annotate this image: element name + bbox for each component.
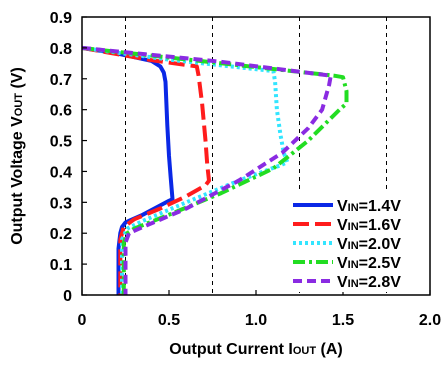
legend-label-prefix-1: V [337, 217, 348, 234]
y-tick-label-7: 0.7 [50, 72, 72, 89]
legend-label-sub-2: IN [348, 240, 359, 252]
legend-label-prefix-3: V [337, 255, 348, 272]
grid-layer [125, 17, 387, 295]
legend-label-value-2: =2.0V [359, 236, 402, 253]
y-tick-label-6: 0.6 [50, 103, 72, 120]
legend-label-1: VIN=1.6V [337, 217, 401, 234]
y-axis-title-main: Output Voltage V [9, 116, 26, 245]
y-tick-label-5: 0.5 [50, 134, 72, 151]
legend-label-prefix-0: V [337, 198, 348, 215]
x-tick-label-3: 1.5 [332, 312, 354, 329]
legend-label-prefix-2: V [337, 236, 348, 253]
legend-label-value-4: =2.8V [359, 274, 402, 291]
y-tick-label-1: 0.1 [50, 257, 72, 274]
tick-layer: 0 0.5 1.0 1.5 2.0 0 0.1 0.2 0.3 0.4 0.5 0.6 0.7 0.8 0.… [50, 10, 441, 329]
x-axis-title-sub: OUT [293, 345, 317, 357]
legend-label-sub-0: IN [348, 202, 359, 214]
x-axis-title: Output Current IOUT (A) [169, 341, 342, 358]
legend-label-3: VIN=2.5V [337, 255, 401, 272]
y-axis-title-sub: OUT [13, 93, 25, 117]
x-tick-label-2: 1.0 [245, 312, 267, 329]
series-line-2 [81, 45, 290, 295]
series-layer [81, 45, 349, 295]
series-line-4 [81, 45, 333, 295]
y-axis-title-unit: (V) [9, 67, 26, 93]
y-tick-label-8: 0.8 [50, 41, 72, 58]
legend-label-value-1: =1.6V [359, 217, 402, 234]
legend-background [287, 192, 427, 292]
y-tick-label-9: 0.9 [50, 10, 72, 27]
y-tick-label-0: 0 [63, 288, 72, 305]
y-axis-title: Output Voltage VOUT (V) [9, 67, 26, 245]
x-axis-title-main: Output Current I [169, 341, 293, 358]
legend-label-value-0: =1.4V [359, 198, 402, 215]
x-axis-title-unit: (A) [316, 341, 343, 358]
series-line-0 [81, 45, 175, 295]
x-tick-label-4: 2.0 [419, 312, 441, 329]
legend-label-value-3: =2.5V [359, 255, 402, 272]
legend-label-sub-4: IN [348, 278, 359, 290]
legend-label-2: VIN=2.0V [337, 236, 401, 253]
series-line-1 [81, 45, 211, 295]
legend-label-prefix-4: V [337, 274, 348, 291]
y-tick-label-3: 0.3 [50, 195, 72, 212]
legend-label-sub-1: IN [348, 221, 359, 233]
x-tick-label-0: 0 [78, 312, 87, 329]
x-tick-label-1: 0.5 [158, 312, 180, 329]
legend-label-0: VIN=1.4V [337, 198, 401, 215]
legend-label-sub-3: IN [348, 259, 359, 271]
legend-label-4: VIN=2.8V [337, 274, 401, 291]
y-tick-label-2: 0.2 [50, 226, 72, 243]
y-tick-label-4: 0.4 [50, 164, 72, 181]
